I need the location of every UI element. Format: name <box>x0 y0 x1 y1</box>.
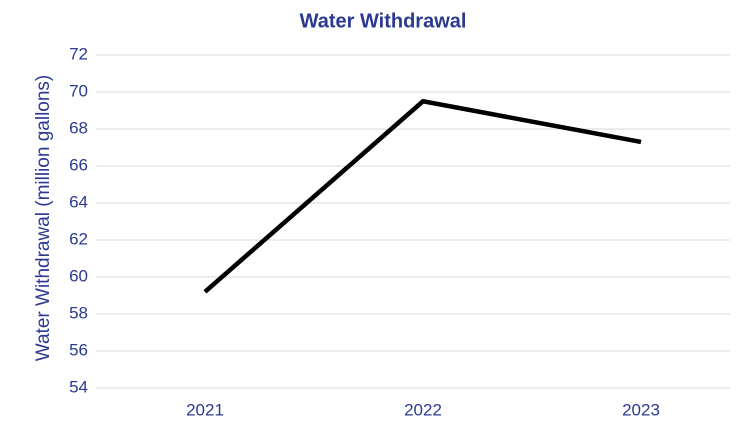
y-tick-label: 68 <box>69 118 88 137</box>
y-axis-label: Water Withdrawal (million gallons) <box>33 75 54 361</box>
y-tick-label: 72 <box>69 44 88 63</box>
y-tick-label: 58 <box>69 303 88 322</box>
y-tick-label: 70 <box>69 81 88 100</box>
x-tick-label: 2021 <box>186 400 224 419</box>
y-tick-label: 60 <box>69 266 88 285</box>
y-tick-label: 54 <box>69 377 88 396</box>
y-tick-label: 66 <box>69 155 88 174</box>
y-tick-label: 62 <box>69 229 88 248</box>
x-tick-label: 2023 <box>622 400 660 419</box>
y-tick-label: 64 <box>69 192 88 211</box>
chart-title: Water Withdrawal <box>300 10 467 32</box>
x-tick-label: 2022 <box>404 400 442 419</box>
data-line <box>203 99 642 294</box>
y-tick-label: 56 <box>69 340 88 359</box>
